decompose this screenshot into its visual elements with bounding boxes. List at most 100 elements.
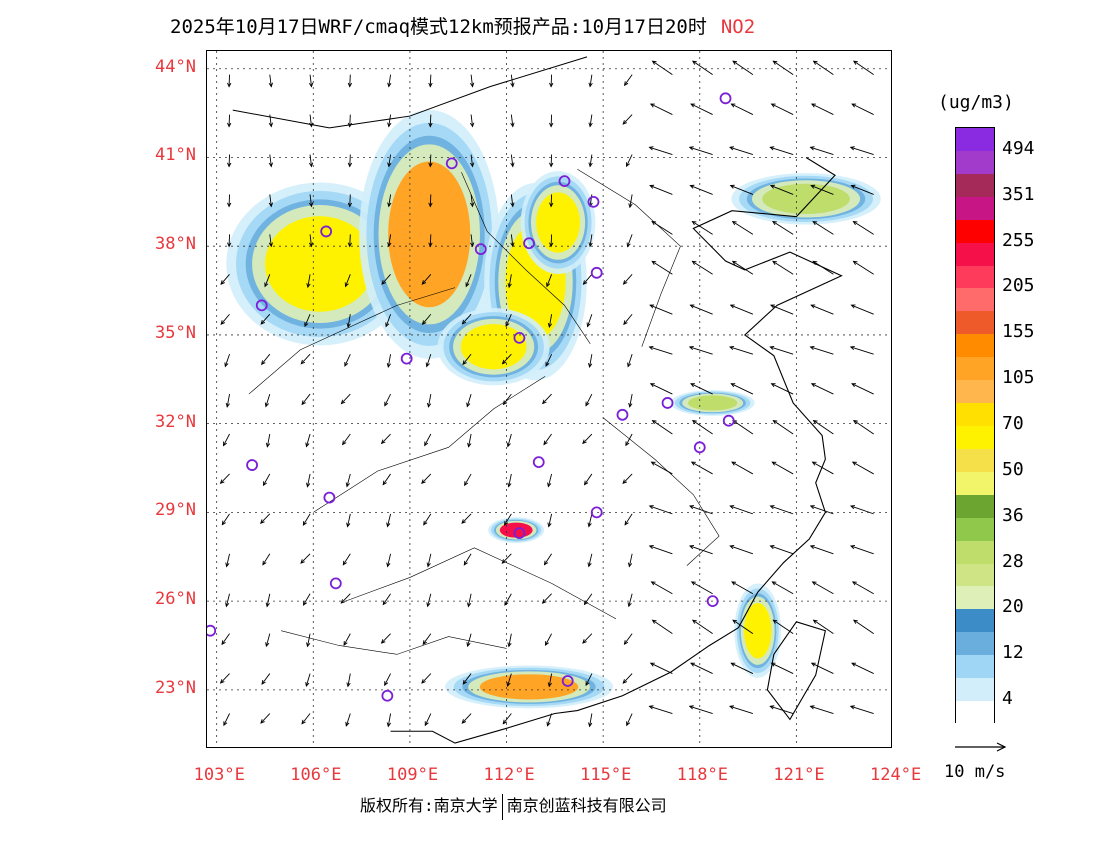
wind-arrow — [549, 234, 554, 248]
wind-arrow — [227, 194, 232, 208]
wind-arrow — [810, 304, 834, 315]
wind-arrow — [262, 473, 271, 487]
wind-arrow — [770, 103, 794, 115]
wind-arrow — [219, 473, 230, 485]
forecast-map[interactable] — [206, 50, 892, 748]
station-markers — [207, 92, 735, 702]
pollution-area-0 — [264, 216, 375, 312]
wind-arrow — [342, 433, 351, 446]
wind-arrow — [730, 662, 754, 674]
province-border — [602, 417, 720, 566]
wind-arrow — [423, 513, 432, 526]
wind-arrow — [812, 419, 834, 435]
colorbar-label: 12 — [1002, 642, 1024, 664]
wind-arrow — [225, 553, 230, 568]
wind-arrow — [690, 383, 713, 395]
lon-label: 121°E — [773, 765, 825, 785]
lon-label: 115°E — [580, 765, 632, 785]
wind-arrow — [260, 313, 271, 325]
wind-arrow — [501, 353, 512, 365]
wind-arrow — [547, 473, 553, 488]
wind-arrow — [543, 433, 552, 446]
wind-arrow — [649, 103, 673, 115]
wind-arrow — [510, 154, 515, 168]
colorbar-segment — [956, 196, 994, 221]
city-station-24 — [381, 689, 394, 702]
colorbar-segment — [956, 150, 994, 175]
wind-arrow — [691, 419, 713, 435]
wind-arrow — [812, 220, 834, 235]
wind-arrow — [811, 461, 834, 475]
colorbar-label: 205 — [1002, 275, 1035, 297]
pollution-area-4 — [460, 324, 527, 370]
wind-arrow — [501, 553, 512, 564]
wind-reference-arrow — [955, 742, 1007, 752]
wind-arrow — [268, 194, 273, 208]
wind-arrow — [424, 433, 432, 447]
wind-arrow — [300, 553, 311, 564]
wind-arrow — [346, 314, 351, 329]
colorbar-segment — [956, 540, 994, 565]
wind-arrow — [732, 60, 754, 76]
wind-arrow — [422, 633, 432, 646]
wind-arrow — [387, 154, 392, 168]
wind-arrow — [729, 705, 754, 714]
wind-arrow — [541, 393, 552, 405]
lat-label: 44°N — [155, 56, 196, 77]
wind-arrow — [809, 705, 834, 714]
wind-arrow — [689, 184, 713, 195]
wind-arrow — [502, 393, 512, 406]
wind-arrow — [387, 234, 392, 248]
wind-arrow — [648, 545, 673, 555]
city-station-15 — [246, 459, 258, 471]
colorbar-label: 155 — [1002, 321, 1035, 343]
wind-arrow — [622, 673, 633, 684]
wind-arrow — [688, 345, 713, 355]
city-station-18 — [590, 506, 603, 519]
wind-arrow — [810, 383, 834, 395]
wind-arrow — [384, 393, 391, 407]
wind-arrow — [221, 633, 230, 646]
wind-arrow — [586, 314, 593, 328]
wind-arrow — [384, 673, 391, 687]
wind-arrow — [543, 553, 552, 566]
city-station-3 — [587, 195, 600, 208]
province-border — [248, 287, 456, 395]
colorbar-segment — [956, 517, 994, 542]
wind-arrow — [347, 234, 353, 248]
wind-arrow — [811, 581, 834, 595]
wind-arrow — [622, 274, 633, 285]
wind-arrow — [690, 581, 713, 595]
lon-label: 118°E — [676, 765, 728, 785]
wind-arrow — [852, 419, 874, 435]
lat-label: 23°N — [155, 677, 196, 698]
wind-arrow — [387, 194, 392, 208]
wind-arrow — [852, 619, 874, 635]
wind-arrow — [852, 220, 874, 235]
wind-arrow — [265, 593, 271, 608]
city-station-21 — [706, 595, 719, 608]
wind-arrow — [268, 74, 273, 88]
wind-arrow — [386, 713, 392, 728]
wind-arrow — [810, 184, 834, 195]
wind-arrow — [585, 673, 593, 687]
wind-arrow — [467, 433, 472, 448]
wind-arrow — [428, 194, 433, 208]
colorbar-segment — [956, 242, 994, 267]
wind-arrow — [382, 593, 391, 606]
wind-arrow — [772, 60, 794, 76]
wind-arrow — [504, 593, 512, 606]
wind-arrow — [810, 662, 834, 674]
wind-arrow — [541, 593, 552, 604]
wind-arrow — [810, 103, 834, 115]
wind-arrow — [769, 705, 794, 714]
wind-arrow — [851, 581, 874, 595]
wind-arrow — [346, 513, 351, 528]
wind-arrow — [809, 545, 834, 555]
colorbar-segment — [956, 403, 994, 427]
wind-arrow — [302, 513, 311, 526]
wind-arrow — [851, 103, 874, 115]
wind-arrow — [729, 545, 754, 555]
copyright-footer: 版权所有:南京大学 南京创蓝科技有限公司 — [360, 792, 667, 820]
wind-arrow — [549, 154, 554, 168]
